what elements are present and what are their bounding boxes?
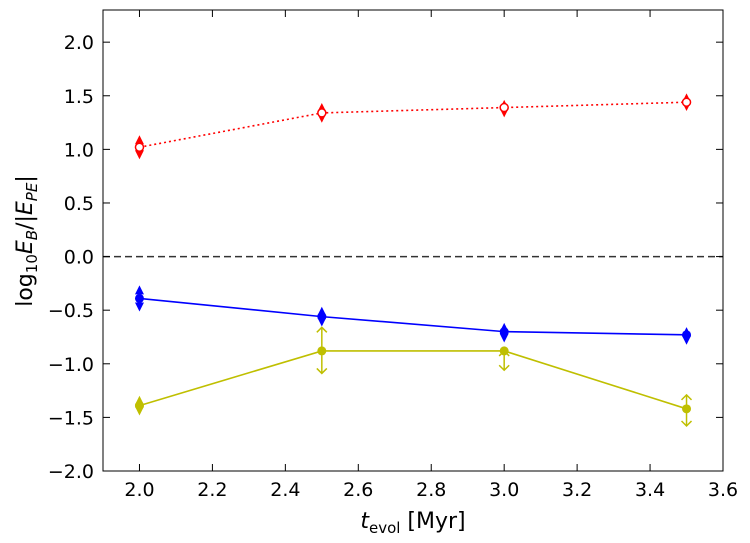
data-point <box>134 401 144 411</box>
y-label-e1-sub: B <box>23 230 41 240</box>
data-point <box>499 346 509 356</box>
y-tick-label: −1.0 <box>48 354 94 376</box>
y-label-e2-sub: PE <box>23 182 41 201</box>
y-tick-label: 0.5 <box>64 193 94 215</box>
series-blue <box>134 285 692 345</box>
limit-arrow-head <box>316 367 328 375</box>
error-cap-up <box>134 285 144 295</box>
x-tick-label: 2.4 <box>270 479 300 501</box>
series-line-red <box>139 101 687 149</box>
series-yellow <box>134 326 693 428</box>
y-label-e1: E <box>13 240 38 254</box>
x-tick-label: 3.0 <box>489 479 519 501</box>
data-point <box>134 293 144 303</box>
y-tick-label: 1.5 <box>64 86 94 108</box>
y-tick-label: −2.0 <box>48 461 94 483</box>
data-point <box>499 102 509 113</box>
plot-frame <box>102 9 724 472</box>
x-tick-label: 3.4 <box>635 479 665 501</box>
error-cap-down <box>134 302 144 312</box>
series-layer <box>103 93 723 428</box>
series-red <box>134 93 692 160</box>
x-tick-label: 3.6 <box>708 479 738 501</box>
limit-arrow-head <box>498 364 510 372</box>
y-tick-label: 2.0 <box>64 32 94 54</box>
x-tick-label: 2.0 <box>124 479 154 501</box>
y-tick-label: −1.5 <box>48 407 94 429</box>
y-tick-label: 0.0 <box>64 247 94 269</box>
data-point <box>682 330 692 340</box>
limit-arrow-head <box>680 393 693 401</box>
series-line-blue <box>139 297 687 336</box>
limit-arrow-head <box>316 326 328 333</box>
series-line-yellow <box>139 350 687 410</box>
data-point <box>317 108 327 118</box>
error-cap-down <box>499 333 509 343</box>
x-label-unit: [Myr] <box>400 509 465 534</box>
y-label-base: 10 <box>23 254 41 273</box>
y-label-prefix: log <box>13 273 38 307</box>
y-label-sep: /| <box>13 215 38 230</box>
y-tick-label: −0.5 <box>48 300 94 322</box>
data-point <box>681 97 692 107</box>
data-point <box>317 312 327 322</box>
data-point <box>134 142 145 152</box>
ticks-layer: 2.0 2.2 2.4 2.6 2.8 3.0 3.2 3.4 3.6 −2.0 −1.5 −1.0 −… <box>48 10 738 501</box>
data-point <box>682 404 692 414</box>
error-cap-down <box>134 150 144 160</box>
data-point <box>499 327 509 337</box>
y-label-suffix: | <box>13 175 38 182</box>
y-tick-label: 1.0 <box>64 139 94 161</box>
error-cap-up <box>134 135 144 145</box>
y-axis-label: log10EB/|EPE| <box>13 175 41 307</box>
x-axis-label: tevol [Myr] <box>360 509 465 537</box>
x-label-sub: evol <box>369 519 400 537</box>
x-tick-label: 2.8 <box>416 479 446 501</box>
x-label-main: t <box>360 509 370 534</box>
x-tick-label: 2.6 <box>343 479 373 501</box>
x-tick-label: 2.2 <box>197 479 227 501</box>
y-label-e2: E <box>13 201 38 215</box>
limit-arrow-head <box>680 420 693 428</box>
data-point <box>317 346 327 356</box>
x-tick-label: 3.2 <box>562 479 592 501</box>
